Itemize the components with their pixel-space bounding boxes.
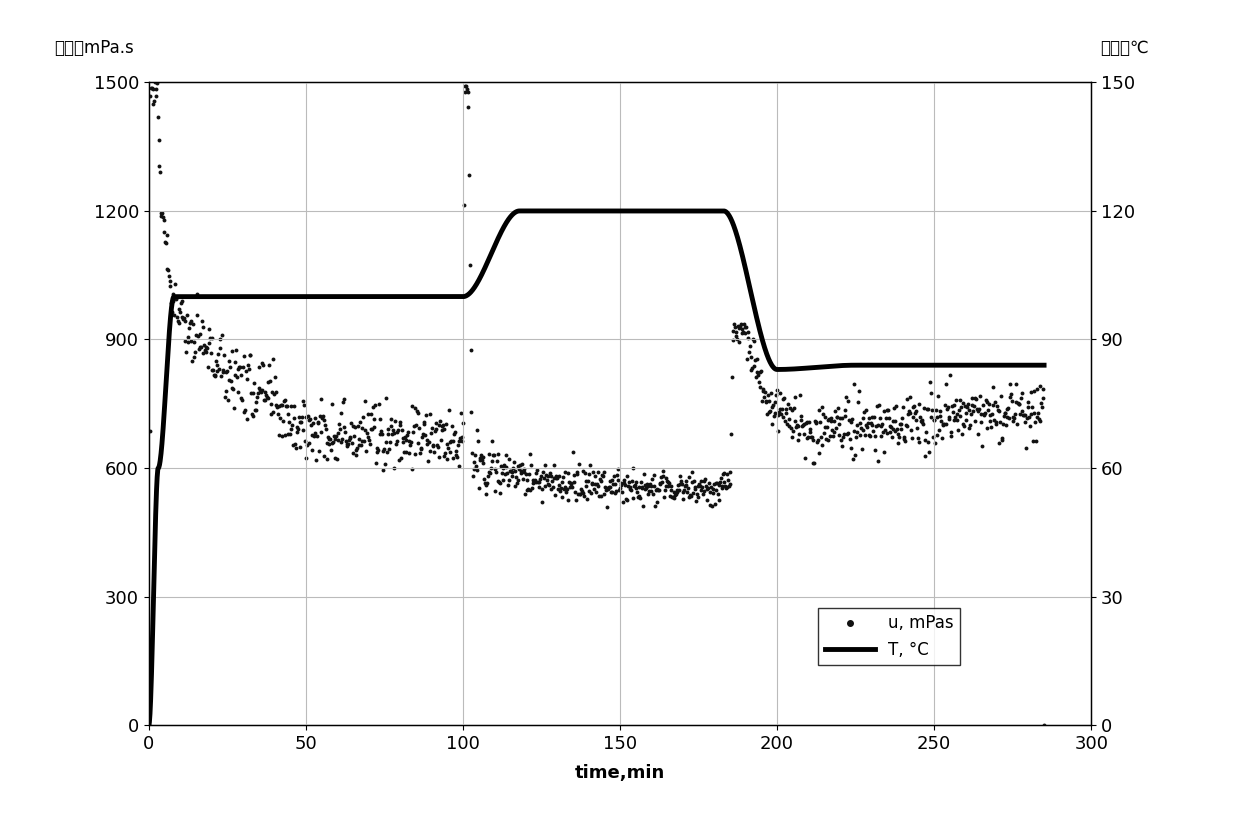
T, °C bbox=[243, 292, 258, 302]
u, mPas bbox=[293, 442, 308, 452]
T, °C bbox=[296, 292, 311, 302]
u, mPas bbox=[1037, 720, 1052, 730]
T, °C bbox=[1019, 360, 1034, 370]
u, mPas bbox=[531, 476, 546, 486]
Text: 温度，℃: 温度，℃ bbox=[1101, 39, 1149, 57]
u, mPas bbox=[260, 393, 275, 403]
Legend: u, mPas, T, °C: u, mPas, T, °C bbox=[818, 608, 960, 665]
T, °C bbox=[512, 206, 527, 216]
u, mPas bbox=[141, 720, 156, 730]
u, mPas bbox=[631, 491, 646, 501]
T, °C bbox=[1037, 360, 1052, 370]
T, °C bbox=[923, 360, 937, 370]
Text: 粘度，mPa.s: 粘度，mPa.s bbox=[55, 39, 134, 57]
T, °C bbox=[485, 247, 500, 257]
u, mPas bbox=[613, 483, 627, 493]
Line: u, mPas: u, mPas bbox=[146, 81, 1047, 727]
u, mPas bbox=[148, 77, 162, 87]
Line: T, °C: T, °C bbox=[149, 211, 1044, 725]
T, °C bbox=[141, 720, 156, 730]
X-axis label: time,min: time,min bbox=[575, 764, 665, 782]
T, °C bbox=[523, 206, 538, 216]
u, mPas bbox=[444, 436, 459, 446]
